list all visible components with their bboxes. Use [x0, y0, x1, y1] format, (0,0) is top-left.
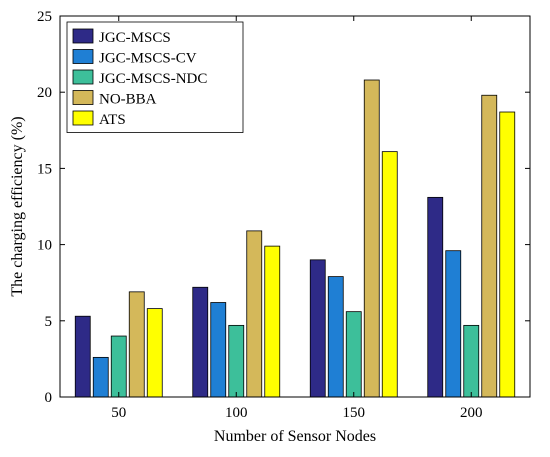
bar-jgc-mscs-ndc-100: [228, 324, 245, 398]
legend: JGC-MSCS JGC-MSCS-CV JGC-MSCS-NDC NO-BBA ATS: [66, 21, 244, 133]
bar-jgc-mscs-cv-150: [327, 276, 344, 398]
y-tick-label: 10: [37, 238, 52, 254]
x-tick-label: 150: [343, 405, 366, 421]
y-tick-label: 15: [37, 161, 52, 177]
bar-jgc-mscs-cv-100: [210, 302, 227, 398]
y-axis-title: The charging efficiency (%): [9, 116, 26, 296]
bar-jgc-mscs-100: [192, 286, 209, 398]
bar-jgc-mscs-ndc-50: [110, 335, 127, 398]
bar-jgc-mscs-ndc-200: [463, 324, 480, 398]
bar-jgc-mscs-150: [309, 259, 326, 398]
y-axis: 0 5 10 15 20 25: [37, 9, 530, 406]
bar-jgc-mscs-cv-50: [92, 356, 109, 398]
x-tick-label: 200: [460, 405, 483, 421]
legend-swatch: [72, 110, 94, 126]
bar-ats-200: [499, 111, 516, 398]
legend-label: NO-BBA: [99, 92, 157, 108]
x-axis-title: Number of Sensor Nodes: [214, 428, 376, 445]
bar-no-bba-200: [481, 94, 498, 398]
y-tick-label: 25: [37, 9, 52, 25]
plot-frame: [59, 15, 531, 398]
bar-jgc-mscs-200: [427, 196, 444, 398]
bar-no-bba-50: [128, 291, 145, 398]
bars-layer: [74, 79, 516, 398]
bar-jgc-mscs-cv-200: [445, 250, 462, 398]
bar-no-bba-100: [246, 230, 263, 398]
x-axis: 50 100 150 200: [111, 16, 483, 421]
bar-ats-50: [146, 308, 163, 398]
legend-swatch: [72, 90, 94, 105]
legend-label: JGC-MSCS-NDC: [99, 71, 207, 87]
bar-ats-150: [381, 151, 398, 398]
bar-jgc-mscs-ndc-150: [345, 311, 362, 398]
legend-label: JGC-MSCS: [99, 30, 171, 46]
legend-swatch: [72, 69, 94, 85]
legend-box: [66, 21, 244, 133]
legend-label: ATS: [99, 112, 126, 128]
legend-swatch: [72, 28, 94, 44]
y-tick-label: 5: [45, 314, 53, 330]
bar-ats-100: [264, 245, 281, 398]
x-tick-label: 100: [225, 405, 248, 421]
bar-jgc-mscs-50: [74, 315, 91, 398]
legend-label: JGC-MSCS-CV: [99, 51, 197, 67]
y-tick-label: 20: [37, 85, 52, 101]
bar-no-bba-150: [363, 79, 380, 398]
legend-swatch: [72, 49, 94, 64]
y-tick-label: 0: [45, 390, 53, 406]
x-tick-label: 50: [111, 405, 126, 421]
